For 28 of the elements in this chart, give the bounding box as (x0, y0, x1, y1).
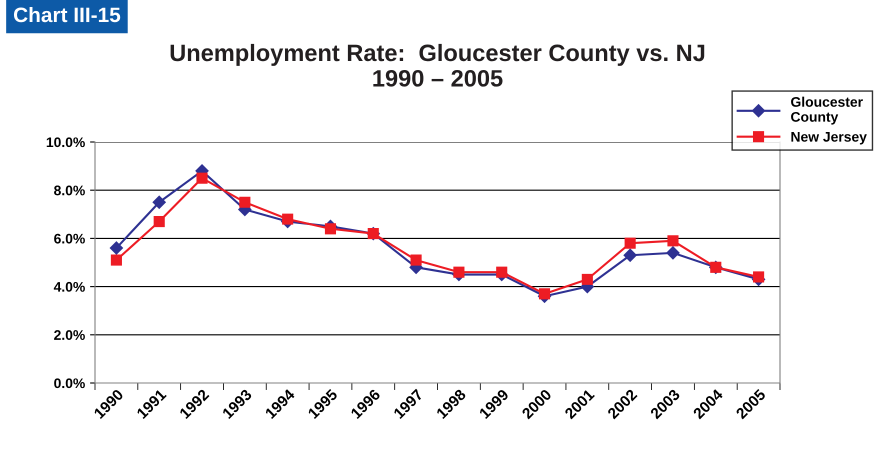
point (453, 266, 464, 278)
chart-title: Unemployment Rate: Gloucester County vs. NJ 1990 – 2005 (170, 44, 704, 87)
point (666, 246, 680, 260)
point (667, 235, 679, 246)
point (239, 196, 250, 208)
point (282, 214, 294, 225)
legend-label: Gloucester County (791, 96, 863, 125)
point (196, 172, 208, 184)
y-tick-label: 6.0% (54, 234, 85, 244)
point (324, 223, 336, 234)
y-tick-label: 8.0% (54, 186, 85, 196)
point (152, 196, 166, 209)
point (154, 216, 165, 228)
point (582, 274, 593, 285)
point (624, 248, 637, 262)
point (410, 254, 422, 266)
point (753, 271, 764, 283)
point (110, 241, 123, 255)
legend-label: New Jersey (791, 132, 867, 144)
point (624, 238, 636, 249)
y-tick-label: 10.0% (46, 137, 85, 148)
text: Chart III-15 (14, 6, 120, 22)
point (538, 288, 550, 300)
y-tick-label: 4.0% (54, 282, 85, 292)
y-tick-label: 2.0% (54, 330, 85, 340)
point (110, 254, 122, 266)
y-tick-label: 0.0% (54, 378, 85, 388)
point (496, 266, 508, 278)
